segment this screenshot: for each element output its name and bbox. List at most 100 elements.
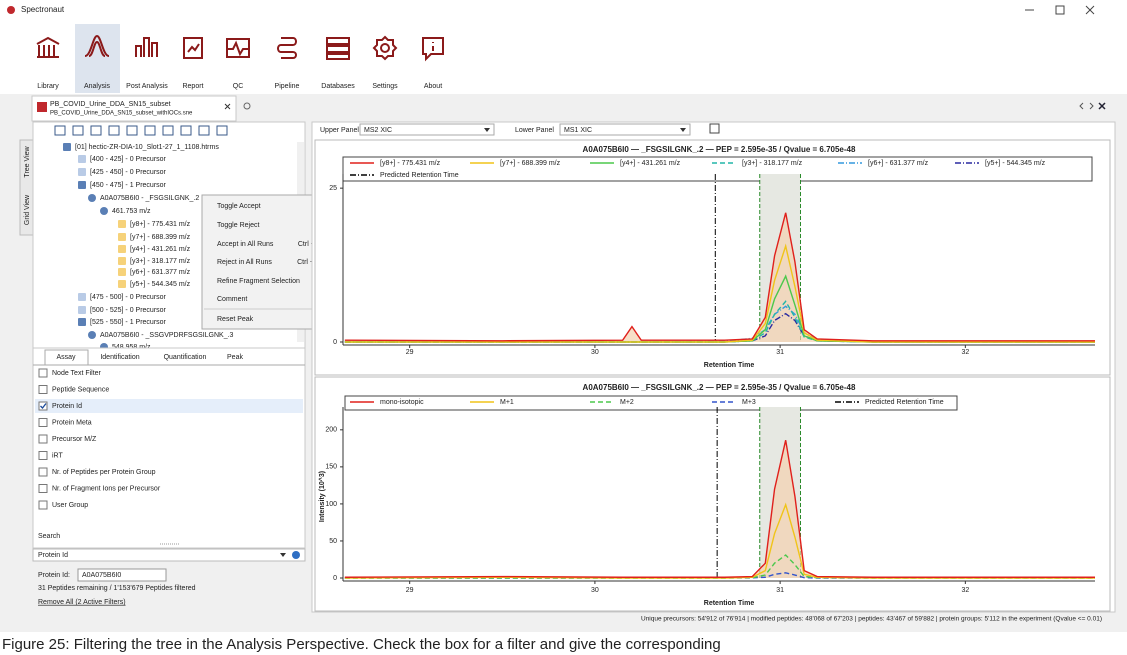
filter-dropdown[interactable] [32,548,306,562]
filter-label[interactable]: Nr. of Fragment Ions per Precursor [52,485,161,492]
info-icon[interactable] [292,551,300,559]
tree-tool[interactable] [126,125,138,136]
checkbox[interactable] [38,368,48,378]
tree-tool[interactable] [108,125,120,136]
new-tab[interactable] [243,102,251,110]
tree-tool[interactable] [72,125,84,136]
remove-filters-link[interactable]: Remove All (2 Active Filters) [38,599,126,606]
checkbox[interactable] [38,401,48,411]
tree-node[interactable]: 461.753 m/z [112,208,151,215]
tree-node-icon [118,233,126,241]
side-tab[interactable]: Tree View [24,145,31,177]
filter-tab[interactable]: Quantification [164,354,207,361]
tree-node[interactable]: A0A075B6I0 - _SSGVPDRFSGSILGNK_.3 [100,332,234,339]
upper-panel-select[interactable] [359,123,495,136]
menu-item[interactable]: Toggle Reject [217,222,259,229]
tree-node[interactable]: [475 - 500] - 0 Precursor [90,294,167,301]
checkbox[interactable] [38,385,48,394]
filter-label[interactable]: User Group [52,502,88,509]
tree-node[interactable]: [500 - 525] - 0 Precursor [90,307,167,314]
filter-label[interactable]: Protein Meta [52,419,92,426]
filter-label[interactable]: Nr. of Peptides per Protein Group [52,469,156,476]
tree-node[interactable]: [425 - 450] - 0 Precursor [90,169,167,176]
filter-label[interactable]: iRT [52,452,63,459]
checkbox[interactable] [38,451,48,460]
tree-node[interactable]: [400 - 425] - 0 Precursor [90,156,167,163]
tab-scroll[interactable] [1079,102,1106,110]
filter-tab[interactable]: Peak [227,354,243,361]
tree-tool[interactable] [54,125,66,136]
tab-icon [37,102,47,112]
toolbar-icon[interactable] [135,37,158,57]
series-line [344,312,1095,343]
checkbox[interactable] [38,500,48,510]
tree-tool[interactable] [198,125,210,136]
field-input[interactable] [77,568,167,582]
tree-node[interactable]: [450 - 475] - 1 Precursor [90,182,167,189]
filter-dropdown-value: Protein Id [38,552,68,559]
toolbar-icon[interactable] [277,37,297,59]
tree-node-icon [118,280,126,288]
tree-node[interactable]: [525 - 550] - 1 Precursor [90,319,167,326]
tree-tool[interactable] [180,125,192,136]
side-tab[interactable]: Grid View [24,194,31,225]
toolbar-label[interactable]: About [424,83,442,90]
document-tab[interactable] [31,95,237,122]
tree-tool[interactable] [144,125,156,136]
menu-item[interactable]: Reject in All Runs [217,259,272,266]
toolbar-icon[interactable] [326,37,350,60]
checkbox[interactable] [38,467,48,477]
toolbar-label[interactable]: Report [182,83,203,90]
toolbar-label[interactable]: QC [233,83,244,90]
tree-node-icon [118,268,126,276]
tree-tool[interactable] [162,125,174,136]
toolbar-icon[interactable] [372,35,398,61]
tree-tool[interactable] [216,125,228,136]
menu-item[interactable]: Accept in All Runs [217,241,274,248]
tree-node[interactable]: [y5+] - 544.345 m/z [130,281,191,288]
toolbar-icon[interactable] [226,38,250,58]
tree-node[interactable]: [y7+] - 688.399 m/z [130,234,191,241]
toolbar-icon[interactable] [84,34,110,57]
toolbar-label[interactable]: Analysis [84,83,111,90]
checkbox[interactable] [38,434,48,444]
tree-node[interactable]: [y6+] - 631.377 m/z [130,269,191,276]
tree-node[interactable]: A0A075B6I0 - _FSGSILGNK_.2 [100,195,199,202]
x-tick-label: 31 [776,587,784,594]
filter-tab[interactable]: Assay [56,354,76,361]
tree-node[interactable]: [y4+] - 431.261 m/z [130,246,191,253]
lower-panel-select[interactable] [559,123,691,136]
toolbar-icon[interactable] [36,36,60,58]
tree-tool[interactable] [90,125,102,136]
menu-item[interactable]: Toggle Accept [217,203,261,210]
export-button[interactable] [709,123,720,134]
y-tick-label: 100 [325,501,337,508]
tree-node[interactable]: [01] hectic-ZR-DIA-10_Slot1-27_1_1108.ht… [75,144,219,151]
window-title: Spectronaut [21,5,65,14]
checkbox[interactable] [38,418,48,427]
toolbar-label[interactable]: Databases [321,83,355,90]
window-controls[interactable] [1025,5,1095,15]
checkbox[interactable] [38,484,48,493]
menu-item[interactable]: Comment [217,296,247,303]
filter-tab[interactable]: Identification [100,354,139,361]
toolbar-icon[interactable] [422,37,444,62]
toolbar-icon[interactable] [183,37,203,59]
tree-node[interactable]: 548.958 m/z [112,344,151,351]
filter-label[interactable]: Peptide Sequence [52,386,109,393]
toolbar-label[interactable]: Library [37,83,59,90]
tab-close[interactable] [224,103,231,110]
menu-item[interactable]: Refine Fragment Selection [217,278,300,285]
legend-box [342,156,1093,182]
tree-node[interactable]: [y3+] - 318.177 m/z [130,258,191,265]
search-box[interactable]: Search [38,533,60,540]
toolbar-label[interactable]: Post Analysis [126,83,168,90]
filter-label[interactable]: Precursor M/Z [52,436,97,443]
filter-label[interactable]: Node Text Filter [52,370,102,377]
filter-label[interactable]: Protein Id [52,403,82,410]
tree-node[interactable]: [y8+] - 775.431 m/z [130,221,191,228]
toolbar-label[interactable]: Settings [372,83,398,90]
toolbar-label[interactable]: Pipeline [275,83,300,90]
dropdown-arrow [680,128,686,132]
